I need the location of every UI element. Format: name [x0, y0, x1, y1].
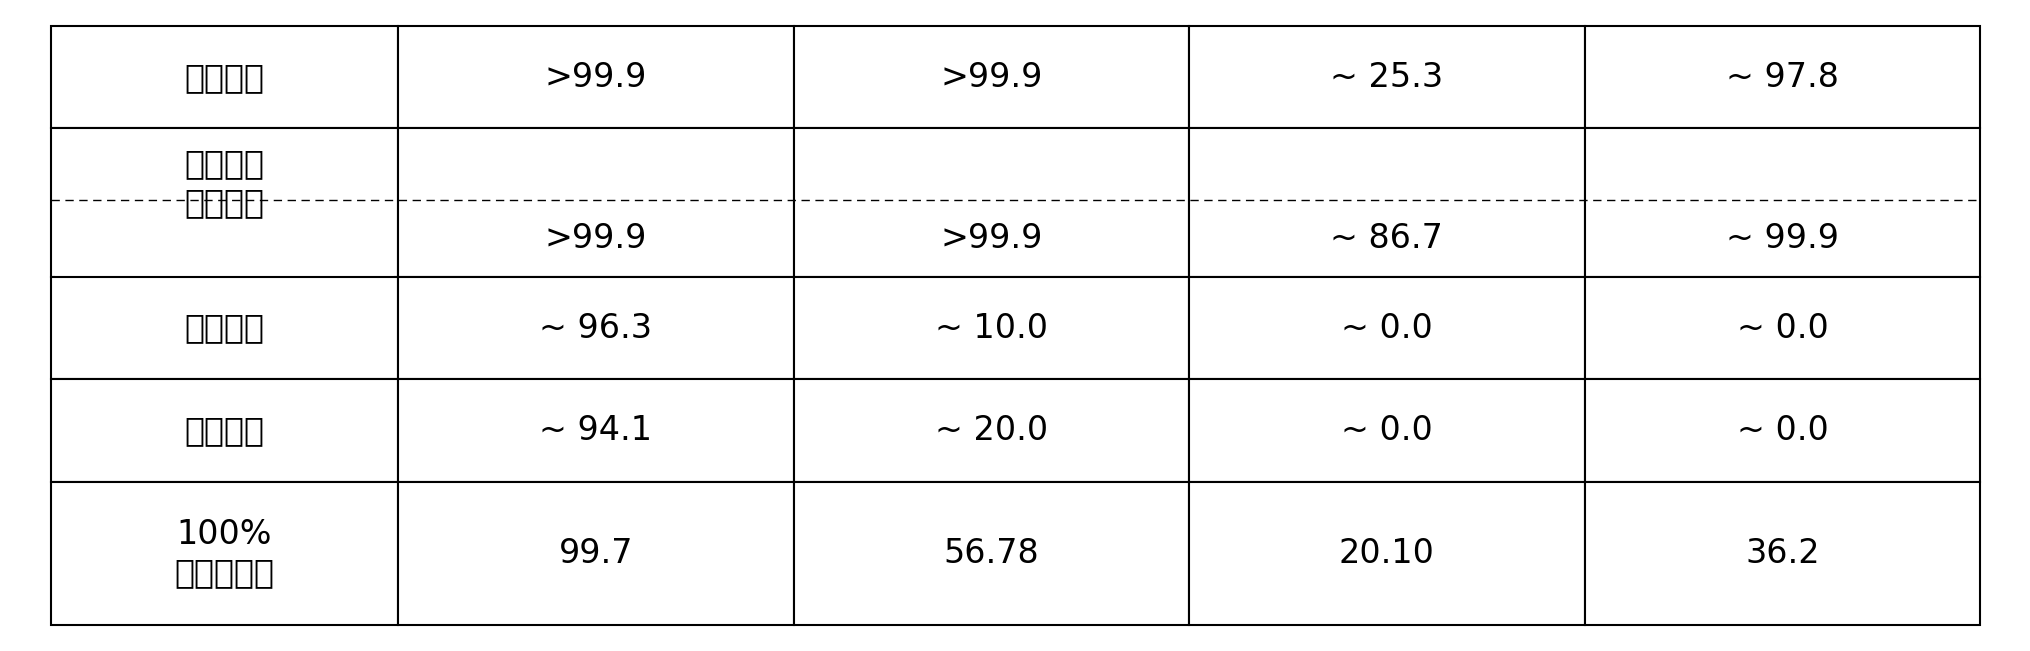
Text: >99.9: >99.9	[544, 61, 648, 94]
Bar	[398, 380, 794, 482]
Text: ~ 10.0: ~ 10.0	[934, 312, 1047, 344]
Text: ~ 97.8: ~ 97.8	[1726, 61, 1837, 94]
Bar	[1188, 380, 1583, 482]
Text: 56.78: 56.78	[944, 537, 1039, 570]
Bar	[51, 26, 398, 128]
Text: ~ 25.3: ~ 25.3	[1330, 61, 1443, 94]
Text: 市售品三: 市售品三	[185, 414, 264, 447]
Bar	[51, 277, 398, 380]
Text: ~ 99.9: ~ 99.9	[1726, 222, 1837, 255]
Bar	[51, 128, 398, 277]
Bar	[1188, 277, 1583, 380]
Bar	[1583, 128, 1979, 277]
Text: 99.7: 99.7	[558, 537, 633, 570]
Bar	[398, 128, 794, 277]
Bar	[1583, 26, 1979, 128]
Bar	[1188, 128, 1583, 277]
Bar	[794, 128, 1188, 277]
Text: 100%
谷物发酵液: 100% 谷物发酵液	[175, 518, 274, 589]
Text: 市售品二: 市售品二	[185, 312, 264, 344]
Text: >99.9: >99.9	[544, 222, 648, 255]
Bar	[51, 482, 398, 625]
Bar	[1583, 380, 1979, 482]
Text: 市售品一: 市售品一	[185, 148, 264, 180]
Text: ~ 0.0: ~ 0.0	[1736, 414, 1827, 447]
Text: ~ 20.0: ~ 20.0	[934, 414, 1047, 447]
Text: 20.10: 20.10	[1338, 537, 1433, 570]
Text: 市售品一: 市售品一	[185, 186, 264, 219]
Text: ~ 86.7: ~ 86.7	[1330, 222, 1443, 255]
Bar	[794, 26, 1188, 128]
Text: ~ 0.0: ~ 0.0	[1736, 312, 1827, 344]
Bar	[1188, 26, 1583, 128]
Bar	[1583, 277, 1979, 380]
Text: 36.2: 36.2	[1744, 537, 1819, 570]
Bar	[398, 482, 794, 625]
Text: ~ 96.3: ~ 96.3	[540, 312, 652, 344]
Bar	[1583, 482, 1979, 625]
Bar	[1188, 482, 1583, 625]
Text: ~ 0.0: ~ 0.0	[1340, 312, 1431, 344]
Text: >99.9: >99.9	[940, 222, 1041, 255]
Bar	[794, 482, 1188, 625]
Text: ~ 94.1: ~ 94.1	[540, 414, 652, 447]
Text: >99.9: >99.9	[940, 61, 1041, 94]
Bar	[398, 277, 794, 380]
Bar	[794, 277, 1188, 380]
Bar	[794, 380, 1188, 482]
Bar	[55, 130, 394, 275]
Text: 实施例一: 实施例一	[185, 61, 264, 94]
Bar	[51, 380, 398, 482]
Text: ~ 0.0: ~ 0.0	[1340, 414, 1431, 447]
Bar	[398, 26, 794, 128]
